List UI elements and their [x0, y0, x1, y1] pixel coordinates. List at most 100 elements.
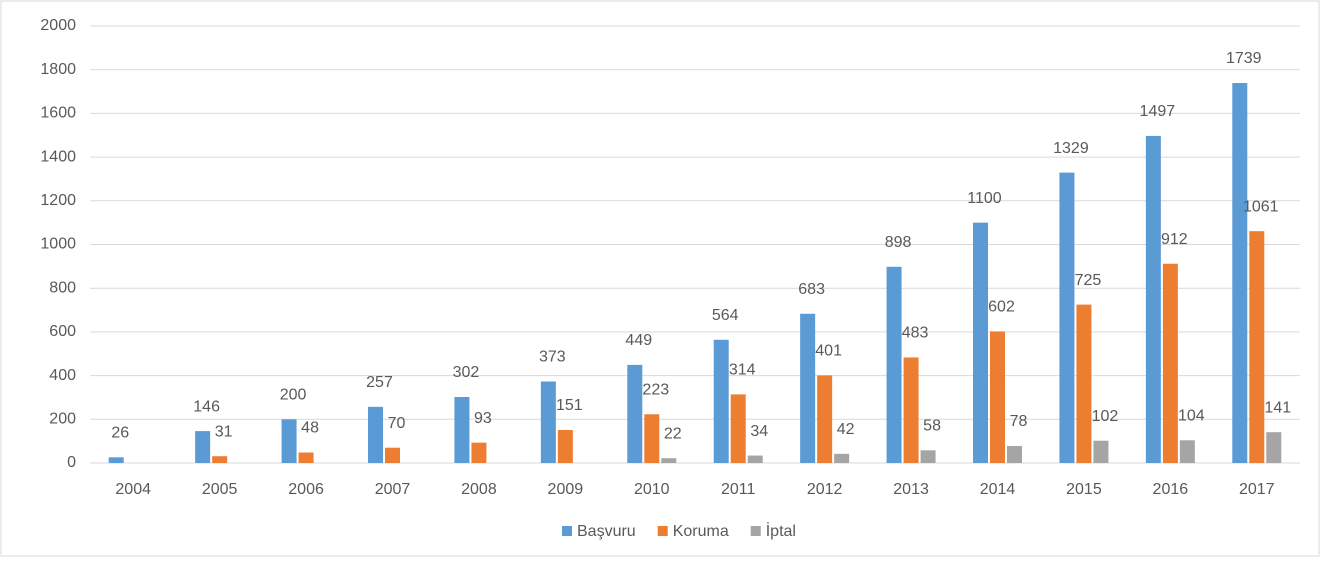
data-label: 373 — [539, 349, 566, 366]
bar — [973, 222, 988, 463]
x-tick-label: 2014 — [980, 481, 1016, 498]
y-tick-label: 200 — [49, 411, 76, 428]
x-tick-label: 2012 — [807, 481, 843, 498]
x-tick-label: 2011 — [721, 481, 756, 498]
y-tick-label: 1200 — [40, 192, 76, 209]
bar — [281, 419, 297, 463]
legend-swatch — [750, 526, 761, 536]
bar — [557, 430, 573, 463]
x-tick-label: 2015 — [1066, 481, 1102, 498]
data-label: 42 — [837, 421, 855, 438]
data-label: 401 — [815, 343, 842, 360]
data-label: 483 — [902, 325, 929, 342]
data-label: 1061 — [1243, 198, 1279, 215]
x-tick-label: 2013 — [893, 481, 929, 498]
y-tick-label: 800 — [49, 279, 76, 296]
data-label: 78 — [1010, 413, 1028, 430]
y-tick-label: 1400 — [40, 148, 76, 165]
data-label: 48 — [301, 420, 319, 437]
bar — [903, 357, 919, 463]
y-tick-label: 0 — [67, 454, 76, 471]
data-label: 1100 — [967, 190, 1002, 207]
x-tick-label: 2006 — [288, 481, 324, 498]
bar — [1162, 263, 1178, 463]
data-label: 102 — [1092, 408, 1119, 425]
x-tick-label: 2008 — [461, 481, 497, 498]
data-label: 70 — [388, 415, 406, 432]
legend-label: Koruma — [673, 523, 729, 540]
bar — [661, 458, 677, 463]
bar — [713, 339, 729, 463]
data-label: 1329 — [1053, 140, 1089, 157]
bar — [1232, 83, 1248, 463]
bar — [627, 364, 643, 463]
x-tick-label: 2007 — [375, 481, 411, 498]
y-tick-label: 400 — [49, 367, 76, 384]
bar — [747, 455, 763, 463]
bar — [920, 450, 936, 463]
bar — [195, 431, 211, 463]
bar — [886, 266, 902, 463]
bar — [800, 313, 816, 463]
data-label: 564 — [712, 307, 739, 324]
bar — [1076, 304, 1092, 463]
y-tick-label: 2000 — [40, 17, 76, 34]
y-tick-label: 1600 — [40, 105, 76, 122]
bar — [990, 331, 1005, 463]
data-label: 22 — [664, 425, 682, 442]
x-tick-label: 2010 — [634, 481, 670, 498]
y-tick-label: 1000 — [40, 236, 76, 253]
bar — [454, 397, 470, 463]
data-label: 602 — [988, 299, 1015, 316]
bar — [540, 381, 556, 463]
data-label: 104 — [1178, 407, 1205, 424]
bar — [1266, 432, 1282, 463]
bar — [212, 456, 228, 463]
data-label: 26 — [111, 425, 129, 442]
x-tick-label: 2017 — [1239, 481, 1275, 498]
legend-swatch — [657, 526, 668, 536]
bar — [1145, 135, 1161, 463]
legend-swatch — [562, 526, 572, 536]
bar — [298, 452, 314, 463]
bar — [1093, 440, 1109, 463]
legend-label: Başvuru — [577, 523, 636, 540]
bar — [471, 442, 487, 463]
data-label: 93 — [474, 410, 492, 427]
data-label: 257 — [366, 374, 393, 391]
data-label: 141 — [1264, 399, 1291, 416]
data-label: 725 — [1075, 272, 1102, 289]
bar — [834, 453, 850, 463]
data-label: 1497 — [1140, 103, 1176, 120]
bar — [385, 447, 400, 463]
data-label: 898 — [885, 234, 912, 251]
y-tick-label: 1800 — [40, 61, 76, 78]
bar — [368, 406, 383, 463]
bar — [108, 457, 124, 463]
data-label: 146 — [193, 398, 220, 415]
data-label: 151 — [556, 397, 583, 414]
y-tick-label: 600 — [49, 323, 76, 340]
bar — [730, 394, 746, 463]
data-label: 58 — [923, 418, 941, 435]
data-label: 200 — [280, 387, 307, 404]
data-label: 912 — [1161, 231, 1188, 248]
bar — [1059, 172, 1075, 463]
data-label: 449 — [625, 332, 652, 349]
bar — [1249, 231, 1265, 463]
bar — [1007, 445, 1022, 463]
x-tick-label: 2016 — [1153, 481, 1189, 498]
data-label: 1739 — [1226, 50, 1262, 67]
data-label: 223 — [642, 381, 669, 398]
bar — [1179, 440, 1195, 463]
bar — [644, 414, 660, 463]
x-tick-label: 2009 — [548, 481, 584, 498]
bar — [817, 375, 833, 463]
data-label: 683 — [798, 281, 825, 298]
data-label: 31 — [215, 423, 233, 440]
x-tick-label: 2004 — [115, 481, 151, 498]
x-tick-label: 2005 — [202, 481, 238, 498]
data-label: 314 — [729, 362, 756, 379]
